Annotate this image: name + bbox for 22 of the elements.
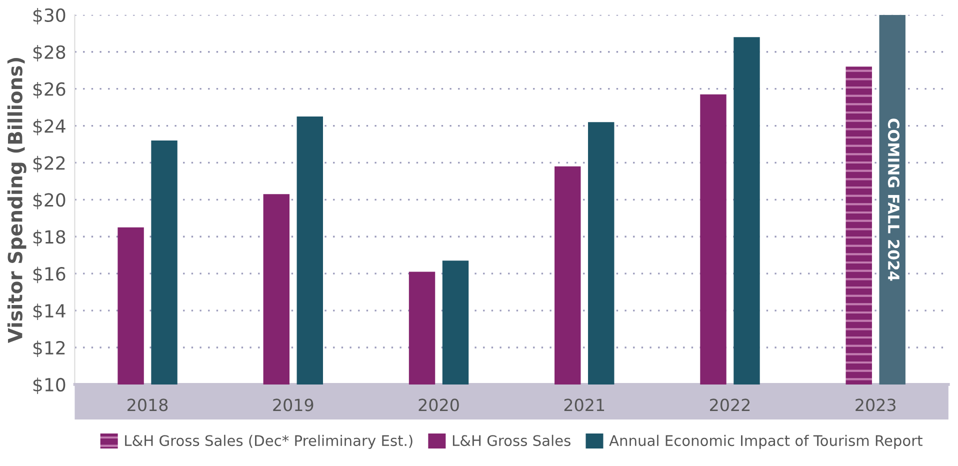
x-tick-label: 2020: [418, 398, 459, 412]
y-tick-label: $10: [33, 378, 66, 394]
y-tick-label: $22: [33, 156, 65, 172]
x-tick-label: 2021: [564, 398, 604, 412]
x-tick-label: 2019: [273, 398, 314, 412]
y-tick-label: $20: [33, 192, 66, 210]
x-tick-label: 2018: [128, 398, 168, 412]
y-tick-label: $16: [33, 266, 66, 284]
x-tick-label: 2023: [856, 398, 896, 412]
y-tick-label: $30: [33, 8, 66, 24]
y-tick-label: $28: [33, 45, 66, 62]
legend-label: Annual Economic Impact of Tourism Report: [609, 434, 922, 449]
y-tick-label: $26: [33, 82, 66, 98]
y-tick-label: $24: [33, 118, 66, 136]
legend-label: L&H Gross Sales: [452, 434, 570, 446]
y-tick-label: $12: [33, 340, 65, 358]
y-axis-title: Visitor Spending (Billions): [7, 58, 26, 343]
y-tick-label: $14: [33, 304, 66, 320]
x-tick-label: 2022: [710, 398, 750, 412]
annotation: COMING FALL 2024: [888, 118, 900, 281]
legend-label: L&H Gross Sales (Dec* Preliminary Est.): [125, 434, 412, 449]
y-tick-label: $18: [33, 230, 66, 246]
